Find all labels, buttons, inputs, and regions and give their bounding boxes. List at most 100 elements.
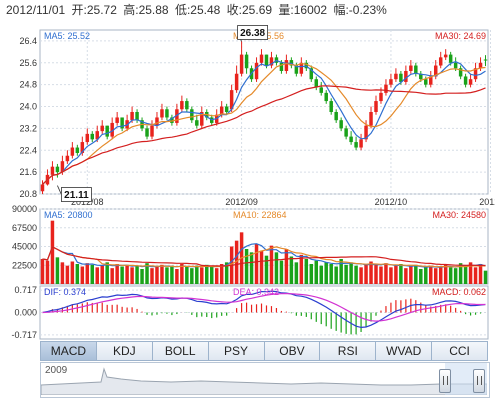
candle-body: [40, 184, 45, 192]
volume-bar: [160, 264, 164, 284]
volume-bar: [483, 270, 488, 284]
volume-bar: [135, 265, 139, 284]
volume-bar: [458, 263, 463, 284]
tab-obv[interactable]: OBV: [263, 341, 320, 361]
volume-bar: [344, 264, 348, 284]
candle-body: [279, 62, 284, 71]
tab-macd[interactable]: MACD: [40, 341, 96, 361]
volume-bar: [120, 266, 124, 284]
quote-low: 低:25.48: [174, 3, 221, 17]
navigator-right-handle[interactable]: [473, 369, 485, 393]
candle-body: [429, 76, 433, 85]
quote-change: 幅:-0.23%: [333, 3, 387, 17]
volume-bar: [463, 265, 468, 284]
volume-bar: [45, 260, 50, 284]
volume-bar: [478, 264, 483, 284]
volume-bar: [190, 268, 194, 284]
tab-wvad[interactable]: WVAD: [375, 341, 432, 361]
volume-bar: [379, 266, 383, 284]
candle-body: [259, 54, 264, 63]
volume-bar: [55, 257, 60, 284]
tab-kdj[interactable]: KDJ: [95, 341, 152, 361]
candle-body: [359, 139, 363, 148]
volume-bar: [409, 266, 413, 284]
price-tick-label: 24.8: [19, 80, 37, 90]
volume-bar: [299, 254, 304, 284]
quote-open: 开:25.72: [71, 3, 117, 17]
volume-bar: [130, 267, 134, 284]
candle-body: [463, 76, 468, 85]
volume-bar: [224, 262, 229, 284]
candle-body: [190, 109, 194, 121]
candle-body: [399, 73, 403, 82]
candle-body: [319, 87, 323, 93]
volume-bar: [175, 269, 179, 284]
volume-tick-label: 67500: [12, 223, 37, 233]
candle-body: [438, 57, 443, 66]
volume-bar: [249, 252, 254, 284]
ma5-legend: MA5: 25.52: [44, 31, 90, 41]
volume-tick-label: 45000: [12, 242, 37, 252]
volume-bar: [349, 262, 353, 284]
dea-legend: DEA: 0.342: [233, 287, 279, 297]
volume-bar: [433, 268, 438, 284]
volume-bar: [70, 261, 75, 284]
candle-body: [389, 79, 393, 85]
candle-body: [424, 79, 428, 85]
dif-line: [42, 290, 486, 329]
volume-bar: [279, 260, 284, 284]
macd-tick-label: 0.000: [14, 308, 37, 318]
volume-bar: [274, 252, 279, 284]
tab-boll[interactable]: BOLL: [151, 341, 208, 361]
volume-bar: [309, 264, 314, 284]
candle-body: [264, 54, 269, 66]
annotation-pointer: [57, 185, 62, 195]
volume-bar: [195, 265, 199, 284]
candle-body: [478, 62, 483, 69]
volume-bar: [468, 262, 473, 284]
volume-bar: [329, 264, 333, 284]
candle-body: [468, 79, 473, 85]
x-tick-label: 2012/: [479, 197, 495, 207]
candle-body: [314, 79, 319, 88]
volume-bar: [304, 259, 309, 284]
quote-close: 收:25.69: [226, 3, 273, 17]
volume-bar: [429, 265, 433, 284]
candle-body: [394, 73, 398, 80]
candle-body: [324, 92, 328, 102]
volume-bar: [264, 255, 269, 284]
quote-high: 高:25.88: [123, 3, 169, 17]
range-navigator[interactable]: 2009: [40, 362, 490, 398]
volume-bar: [90, 264, 95, 284]
candle-body: [374, 101, 378, 112]
volume-bar: [105, 262, 109, 284]
candle-body: [75, 147, 80, 153]
volume-bar: [473, 267, 478, 284]
volume-bar: [205, 264, 209, 284]
candle-body: [165, 109, 169, 118]
tab-cci[interactable]: CCI: [431, 341, 488, 361]
navigator-left-handle[interactable]: [439, 369, 451, 393]
volume-bar: [294, 262, 299, 284]
annotation-box: [237, 25, 269, 40]
candle-body: [110, 122, 114, 137]
tab-rsi[interactable]: RSI: [319, 341, 376, 361]
x-tick-label: 2012/09: [225, 197, 258, 207]
candle-body: [80, 142, 85, 153]
volume-ma10-line: [42, 245, 486, 268]
candle-body: [85, 133, 90, 143]
volume-bar: [324, 262, 328, 284]
indicator-tabs: MACD KDJ BOLL PSY OBV RSI WVAD CCI: [40, 341, 488, 361]
tab-psy[interactable]: PSY: [207, 341, 264, 361]
candle-body: [369, 112, 373, 126]
price-tick-label: 20.8: [19, 189, 37, 199]
price-tick-label: 23.2: [19, 123, 37, 133]
candle-body: [354, 142, 358, 148]
candle-body: [150, 125, 154, 137]
volume-bar: [75, 264, 80, 284]
volume-bar: [448, 267, 453, 284]
volume-bar: [155, 266, 159, 284]
volume-bar: [110, 268, 114, 284]
macd-tick-label: -0.717: [11, 330, 37, 340]
